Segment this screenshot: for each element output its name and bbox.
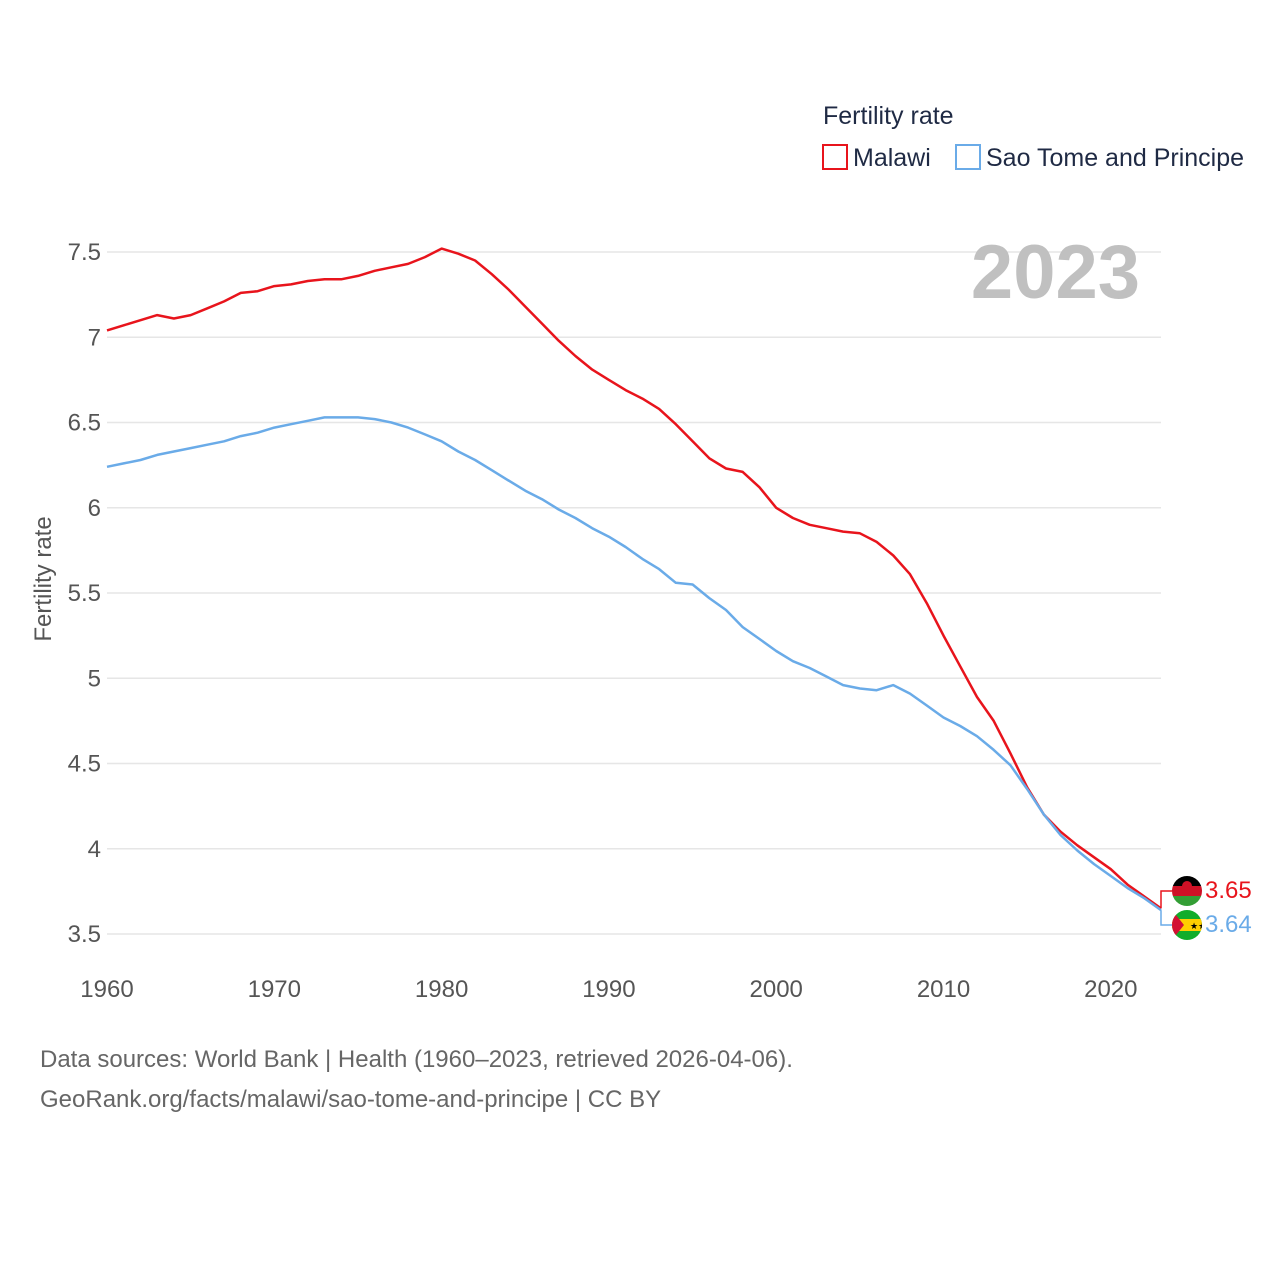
series-lines bbox=[106, 247, 1162, 912]
x-axis-ticks: 1960 1970 1980 1990 2000 2010 2020 bbox=[80, 976, 1137, 1003]
y-tick-label: 5 bbox=[88, 665, 101, 692]
legend: Fertility rate Malawi Sao Tome and Princ… bbox=[822, 102, 1244, 172]
year-label: 2023 bbox=[971, 230, 1140, 315]
end-markers: ★★ 3.65 3.64 bbox=[1160, 876, 1252, 940]
y-tick-label: 6 bbox=[88, 495, 101, 522]
x-tick-label: 2000 bbox=[750, 976, 803, 1003]
data-sources-note: Data sources: World Bank | Health (1960–… bbox=[40, 1046, 793, 1073]
legend-swatch-sao-tome bbox=[955, 144, 981, 170]
series-line-sao-tome[interactable] bbox=[106, 416, 1162, 912]
legend-swatch-malawi bbox=[822, 144, 848, 170]
y-tick-label: 7.5 bbox=[68, 239, 101, 266]
end-connector-malawi bbox=[1160, 890, 1172, 909]
end-label-sao-tome: 3.64 bbox=[1205, 911, 1252, 938]
y-tick-label: 5.5 bbox=[68, 580, 101, 607]
legend-title: Fertility rate bbox=[823, 102, 954, 130]
gridlines bbox=[107, 251, 1161, 935]
x-tick-label: 1960 bbox=[80, 976, 133, 1003]
y-tick-label: 7 bbox=[88, 324, 101, 351]
legend-item-malawi[interactable]: Malawi bbox=[822, 144, 931, 172]
legend-item-sao-tome[interactable]: Sao Tome and Principe bbox=[955, 144, 1244, 172]
x-tick-label: 2010 bbox=[917, 976, 970, 1003]
malawi-flag bbox=[1172, 876, 1202, 906]
x-tick-label: 2020 bbox=[1084, 976, 1137, 1003]
x-tick-label: 1980 bbox=[415, 976, 468, 1003]
sao-tome-and-principe-flag: ★★ bbox=[1172, 910, 1206, 940]
y-axis-label: Fertility rate bbox=[30, 516, 57, 641]
legend-label-malawi: Malawi bbox=[853, 144, 931, 172]
y-axis-ticks: 3.5 4 4.5 5 5.5 6 6.5 7 7.5 bbox=[68, 239, 101, 948]
legend-label-sao-tome: Sao Tome and Principe bbox=[986, 144, 1244, 172]
end-connector-sao-tome bbox=[1160, 910, 1172, 926]
y-tick-label: 3.5 bbox=[68, 921, 101, 948]
end-label-malawi: 3.65 bbox=[1205, 877, 1252, 904]
y-tick-label: 6.5 bbox=[68, 410, 101, 437]
y-tick-label: 4 bbox=[88, 836, 101, 863]
x-tick-label: 1970 bbox=[248, 976, 301, 1003]
series-line-malawi[interactable] bbox=[106, 247, 1162, 910]
source-link[interactable]: GeoRank.org/facts/malawi/sao-tome-and-pr… bbox=[40, 1086, 662, 1113]
x-tick-label: 1990 bbox=[582, 976, 635, 1003]
y-tick-label: 4.5 bbox=[68, 751, 101, 778]
svg-text:★★: ★★ bbox=[1190, 922, 1206, 932]
